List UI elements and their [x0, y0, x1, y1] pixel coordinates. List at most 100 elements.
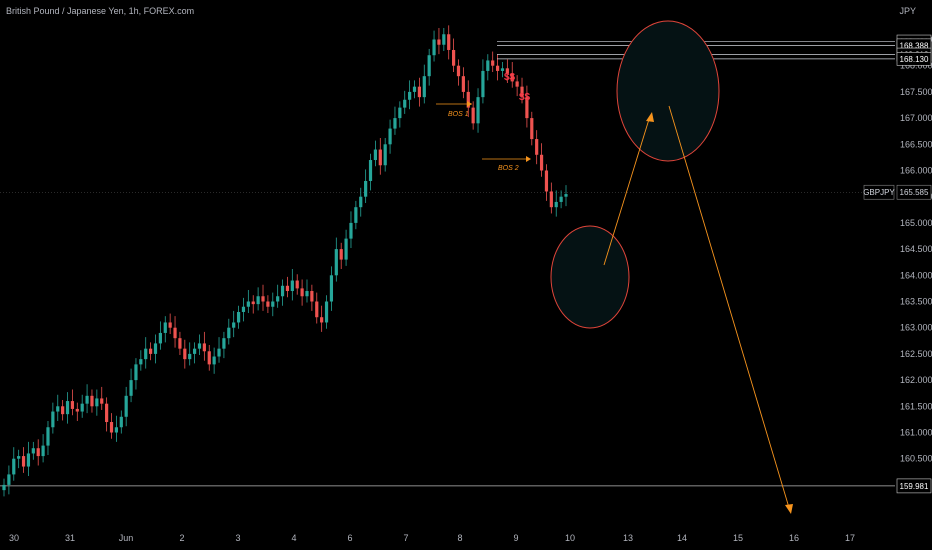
candle-body	[207, 351, 211, 365]
candle-body	[535, 139, 539, 155]
projection-down-arrowhead	[785, 504, 793, 514]
candle-body	[173, 327, 177, 339]
resistance-price-value: 168.130	[900, 55, 929, 64]
candle-body	[373, 149, 378, 161]
x-tick-label: 8	[457, 533, 462, 543]
y-tick-label: 161.000	[900, 428, 932, 438]
candle-body	[21, 456, 26, 467]
candle-body	[105, 403, 109, 423]
candle-body	[158, 332, 162, 344]
candle-body	[256, 296, 260, 305]
candle-body	[471, 107, 475, 124]
candle-body	[427, 55, 431, 77]
candle-body	[549, 191, 553, 208]
candle-body	[129, 380, 133, 396]
y-tick-label: 161.500	[900, 401, 932, 411]
candle-body	[495, 65, 500, 71]
candle-body	[178, 338, 182, 349]
candle-body	[334, 249, 338, 276]
candle-body	[359, 196, 363, 208]
projection-up-line	[603, 115, 651, 266]
candle-body	[41, 445, 45, 457]
y-tick-label: 168.000	[900, 61, 932, 71]
candle-body	[310, 291, 314, 302]
candle-body	[149, 348, 153, 354]
candle-body	[227, 327, 231, 339]
candle-body	[124, 395, 128, 417]
grid	[0, 191, 895, 487]
candle-body	[85, 395, 89, 404]
bos1-label: BOS 1	[448, 111, 469, 118]
projection-up-arrowhead	[646, 112, 654, 122]
candle-body	[217, 348, 221, 357]
x-tick-label: 30	[9, 533, 19, 543]
resistance-price-box	[896, 52, 932, 66]
symbol-badge	[863, 184, 895, 200]
chart-title: British Pound / Japanese Yen, 1h, FOREX.…	[6, 6, 195, 16]
candle-body	[51, 411, 55, 428]
candle-body	[481, 70, 485, 98]
candle-body	[139, 359, 143, 365]
candle-body	[520, 86, 524, 98]
candle-body	[163, 322, 167, 333]
candle-body	[183, 348, 187, 360]
bos2-arrowhead	[526, 156, 531, 162]
candle-body	[168, 322, 172, 328]
liquidity-label: $$	[504, 72, 516, 83]
bos2-label: BOS 2	[498, 165, 519, 172]
x-tick-label: 6	[347, 533, 352, 543]
candle-body	[26, 453, 31, 467]
candle-body	[251, 301, 255, 305]
candle-body	[525, 97, 529, 119]
current-price-box	[896, 184, 932, 200]
candle-body	[412, 86, 417, 92]
candle-body	[7, 474, 11, 485]
candle-body	[280, 285, 285, 297]
candle-body	[95, 398, 99, 407]
candle-body	[153, 343, 158, 354]
candle-body	[466, 91, 470, 108]
candle-body	[144, 348, 148, 360]
candle-body	[476, 97, 480, 124]
price-axis: 160.500 161.000 161.500 162.000 162.500 163.0…	[863, 35, 932, 494]
candle-body	[339, 249, 343, 260]
candle-body	[261, 296, 265, 302]
candle-body	[383, 144, 387, 166]
demand-zone-circle[interactable]	[550, 225, 630, 329]
y-tick-label: 167.000	[900, 113, 932, 123]
candle-body	[432, 39, 436, 56]
y-tick-label: 167.500	[900, 87, 932, 97]
candle-body	[461, 76, 465, 92]
candle-body	[56, 406, 60, 412]
candle-body	[90, 395, 94, 407]
x-tick-label: 15	[733, 533, 743, 543]
candle-body	[202, 343, 206, 352]
candle-body	[100, 398, 104, 404]
candle-body	[266, 301, 270, 307]
time-axis: 30 31 Jun 2 3 4 6 7 8 9 10 13 14 15 16 17	[9, 533, 855, 543]
candle-body	[188, 353, 192, 360]
candle-body	[368, 160, 373, 181]
candle-body	[2, 484, 6, 491]
y-tick-label: 162.500	[900, 349, 932, 359]
x-tick-label: 3	[235, 533, 240, 543]
overlays: BOS 1 BOS 2 $$$$	[436, 20, 895, 514]
candle-body	[61, 406, 65, 415]
y-tick-label: 164.500	[900, 244, 932, 254]
candle-body	[354, 207, 358, 223]
candle-body	[452, 49, 456, 66]
candle-body	[530, 118, 534, 140]
candle-body	[119, 416, 123, 428]
currency-label: JPY	[899, 6, 916, 16]
candle-body	[393, 118, 397, 129]
x-tick-label: 14	[677, 533, 687, 543]
candle-body	[276, 296, 280, 302]
x-tick-label: 2	[179, 533, 184, 543]
candle-body	[398, 107, 402, 119]
candle-body	[295, 280, 299, 289]
supply-zone-circle[interactable]	[616, 20, 720, 162]
y-tick-label: 163.000	[900, 323, 932, 333]
y-tick-label: 164.000	[900, 270, 932, 280]
y-tick-label: 163.500	[900, 297, 932, 307]
